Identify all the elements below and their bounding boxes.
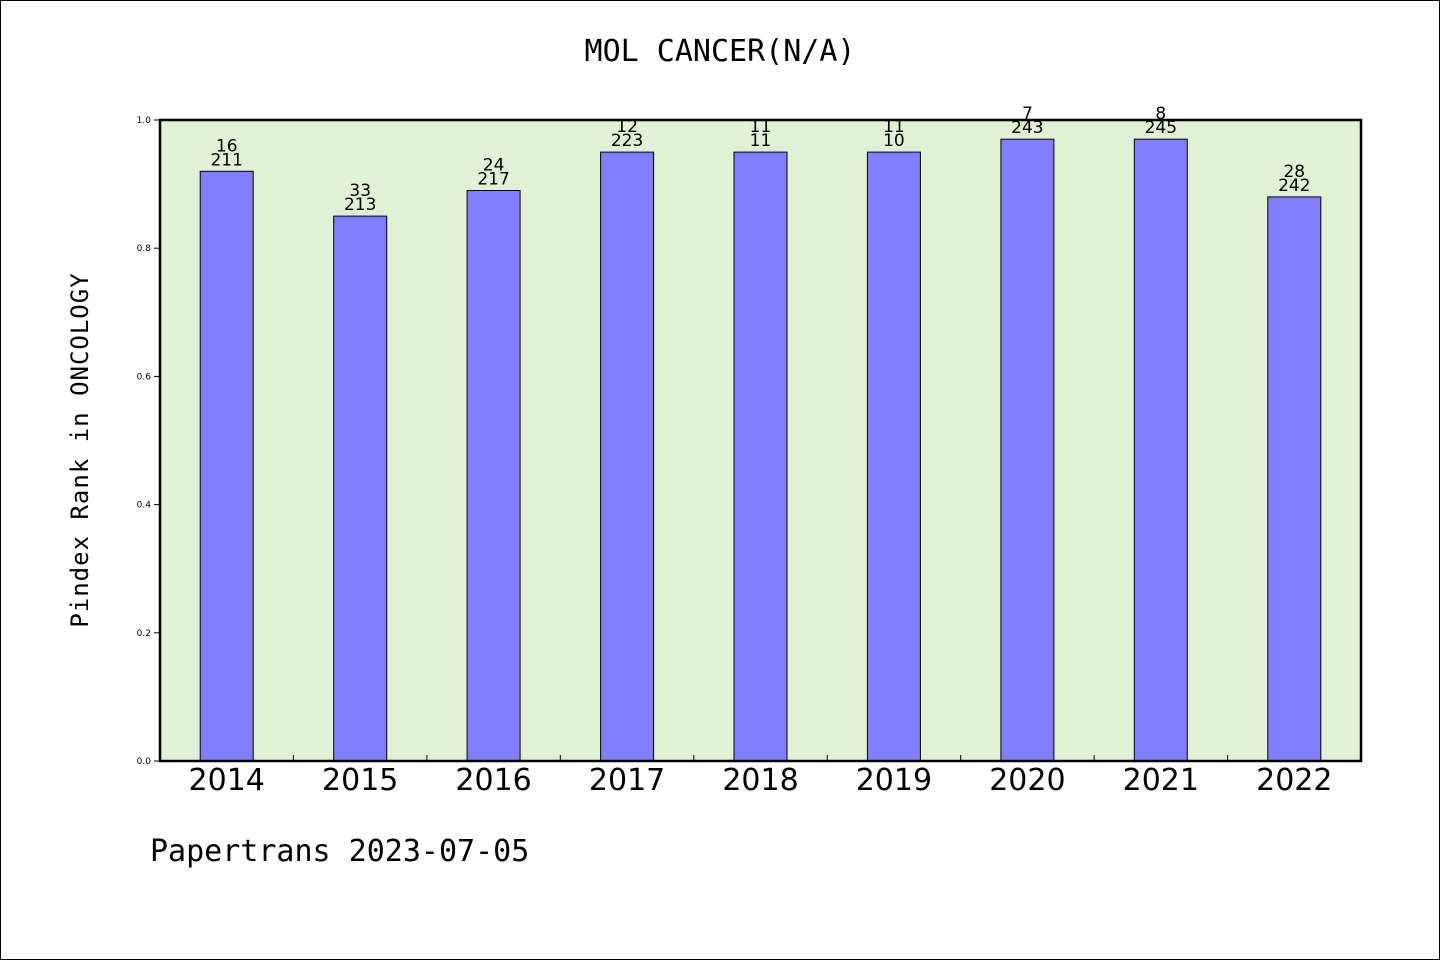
data-label-rank-2021: 8 bbox=[1155, 104, 1166, 124]
bar-2017 bbox=[600, 151, 655, 762]
x-tick-label-2018: 2018 bbox=[722, 763, 798, 798]
y-tick-label-1.0: 1.0 bbox=[137, 116, 152, 126]
data-label-rank-2018: 11 bbox=[750, 117, 772, 137]
x-tick-label-2016: 2016 bbox=[455, 763, 531, 798]
y-tick-label-0.6: 0.6 bbox=[137, 372, 152, 382]
y-tick-label-0.8: 0.8 bbox=[137, 244, 152, 254]
data-label-rank-2019: 11 bbox=[883, 117, 905, 137]
x-tick-label-2019: 2019 bbox=[856, 763, 932, 798]
data-label-total-2021: 245 bbox=[1145, 118, 1177, 138]
data-label-total-2016: 217 bbox=[477, 170, 509, 190]
data-label-rank-2020: 7 bbox=[1022, 104, 1033, 124]
data-label-total-2015: 213 bbox=[344, 195, 376, 215]
data-label-total-2014: 211 bbox=[210, 150, 242, 170]
bar-2022 bbox=[1267, 196, 1322, 762]
y-tick-label-0.2: 0.2 bbox=[137, 629, 151, 639]
data-label-rank-2017: 12 bbox=[616, 117, 638, 137]
data-label-total-2022: 242 bbox=[1278, 176, 1310, 196]
data-label-total-2019: 10 bbox=[883, 131, 905, 151]
bar-2016 bbox=[466, 190, 521, 762]
x-tick-label-2022: 2022 bbox=[1256, 763, 1332, 798]
bar-2018 bbox=[733, 151, 788, 762]
x-tick-label-2014: 2014 bbox=[189, 763, 265, 798]
bar-2020 bbox=[1000, 138, 1055, 762]
x-tick-label-2015: 2015 bbox=[322, 763, 398, 798]
plot-border bbox=[158, 118, 1363, 763]
data-label-rank-2014: 16 bbox=[216, 136, 238, 156]
bar-2019 bbox=[866, 151, 921, 762]
footer-text: Papertrans 2023-07-05 bbox=[150, 834, 530, 869]
x-tick-label-2017: 2017 bbox=[589, 763, 665, 798]
y-tick-label-0.0: 0.0 bbox=[137, 757, 152, 767]
bar-2015 bbox=[333, 215, 388, 762]
x-tick-label-2021: 2021 bbox=[1123, 763, 1199, 798]
data-label-rank-2022: 28 bbox=[1283, 162, 1305, 182]
bar-2021 bbox=[1133, 138, 1188, 762]
y-tick-label-0.4: 0.4 bbox=[137, 501, 152, 511]
data-label-rank-2015: 33 bbox=[349, 181, 371, 201]
x-tick-label-2020: 2020 bbox=[989, 763, 1065, 798]
data-label-rank-2016: 24 bbox=[483, 156, 505, 176]
data-label-total-2017: 223 bbox=[611, 131, 643, 151]
chart-title: MOL CANCER(N/A) bbox=[584, 34, 856, 69]
bar-2014 bbox=[199, 170, 254, 762]
data-label-total-2018: 11 bbox=[750, 131, 772, 151]
data-label-total-2020: 243 bbox=[1011, 118, 1043, 138]
